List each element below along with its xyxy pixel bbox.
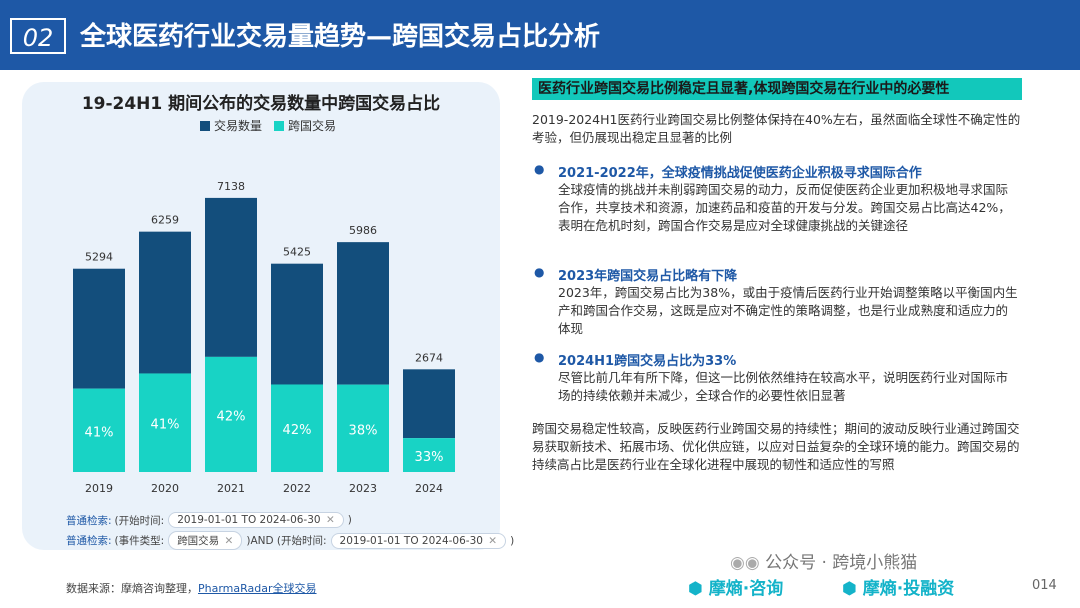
share-label-2024: 33% — [415, 450, 444, 465]
bullet-text: 全球疫情的挑战并未削弱跨国交易的动力，反而促使医药企业更加积极地寻求国际合作，共… — [558, 182, 1011, 233]
source-prefix: 数据来源：摩熵咨询整理， — [66, 582, 198, 595]
bar-chart: 5294 41% 2019 6259 41% 2020 7138 42% 2021 5425 42%… — [73, 180, 455, 495]
query-value-pill[interactable]: 2019-01-01 TO 2024-06-30 ✕ — [168, 512, 344, 528]
brand-logo-investment: ⬢ 摩熵·投融资 — [842, 574, 954, 599]
x-tick-label-2019: 2019 — [85, 482, 113, 495]
query-field: (事件类型: — [114, 535, 165, 547]
data-label-2019: 5294 — [85, 251, 113, 264]
legend-swatch-deals — [200, 120, 210, 131]
share-label-2023: 38% — [349, 423, 378, 438]
bullet-title: 2024H1跨国交易占比为33% — [558, 354, 737, 369]
page-title: 全球医药行业交易量趋势—跨国交易占比分析 — [80, 22, 601, 52]
share-label-2021: 42% — [217, 409, 246, 424]
bullet-text: 尽管比前几年有所下降，但这一比例依然维持在较高水平，说明医药行业对国际市场的持续… — [558, 370, 1009, 403]
bar-total-2023 — [337, 242, 389, 385]
bullet-text: 2023年，跨国交易占比为38%，或由于疫情后医药行业开始调整策略以平衡国内生产… — [558, 285, 1018, 336]
brand-mark-icon: ⬢ — [842, 579, 857, 599]
legend-label-deals: 交易数量 — [214, 119, 263, 133]
query-value-pill[interactable]: 2019-01-01 TO 2024-06-30 ✕ — [330, 532, 507, 549]
x-tick-label-2020: 2020 — [151, 482, 179, 495]
bar-total-2020 — [139, 231, 191, 374]
share-label-2022: 42% — [283, 423, 312, 438]
data-source: 数据来源：摩熵咨询整理，PharmaRadar全球交易 — [66, 580, 317, 596]
analysis-heading: 医药行业跨国交易比例稳定且显著,体现跨国交易在行业中的必要性 — [532, 78, 1022, 100]
brand-logo-consulting: ⬢ 摩熵·咨询 — [688, 574, 783, 599]
legend-label-cross-border: 跨国交易 — [288, 119, 337, 133]
bar-cross-border-2023 — [337, 384, 389, 472]
data-label-2024: 2674 — [415, 351, 443, 364]
chart-legend: 交易数量 跨国交易 — [200, 117, 336, 134]
query-label[interactable]: 普通检索: — [66, 514, 112, 527]
analysis-conclusion: 跨国交易稳定性较高，反映医药行业跨国交易的持续性；期间的波动反映行业通过跨国交易… — [532, 421, 1020, 472]
legend-swatch-cross-border — [274, 120, 285, 131]
brand-name: 摩熵·咨询 — [708, 579, 784, 599]
bar-cross-border-2022 — [271, 384, 323, 472]
legend-item-cross-border: 跨国交易 — [274, 117, 336, 134]
query-label[interactable]: 普通检索: — [66, 535, 112, 547]
source-link[interactable]: PharmaRadar全球交易 — [198, 582, 317, 595]
bullet-title: 2021-2022年，全球疫情挑战促使医药企业积极寻求国际合作 — [558, 166, 922, 181]
bar-cross-border-2024 — [403, 438, 455, 472]
bar-total-2024 — [403, 369, 455, 439]
share-label-2019: 41% — [85, 425, 114, 440]
query-field: (开始时间: — [114, 514, 165, 527]
wechat-account-name: 公众号 · 跨境小熊猫 — [765, 553, 918, 573]
data-label-2020: 6259 — [151, 214, 179, 227]
brand-mark-icon: ⬢ — [688, 579, 703, 599]
x-tick-label-2023: 2023 — [349, 482, 377, 495]
close-icon[interactable]: ✕ — [325, 514, 335, 526]
share-label-2020: 41% — [151, 418, 180, 433]
query-value: 2019-01-01 TO 2024-06-30 — [339, 534, 483, 547]
query-value: 2019-01-01 TO 2024-06-30 — [177, 514, 321, 526]
bullet-dot-icon: ● — [534, 350, 545, 364]
bar-cross-border-2021 — [205, 356, 257, 472]
bar-total-2022 — [271, 263, 323, 385]
wechat-account: ◉◉ 公众号 · 跨境小熊猫 — [730, 548, 917, 573]
query-value: 跨国交易 — [177, 535, 220, 547]
query-tail: ) — [347, 514, 352, 526]
bar-cross-border-2019 — [73, 388, 125, 472]
section-number: 02 — [10, 18, 66, 54]
x-tick-label-2024: 2024 — [415, 482, 443, 495]
data-label-2021: 7138 — [217, 180, 245, 193]
close-icon[interactable]: ✕ — [224, 535, 234, 547]
query-line-1: 普通检索: (开始时间: 2019-01-01 TO 2024-06-30 ✕ … — [66, 512, 352, 528]
bar-total-2021 — [205, 197, 257, 357]
brand-name: 摩熵·投融资 — [862, 579, 955, 599]
analysis-intro: 2019-2024H1医药行业跨国交易比例整体保持在40%左右，虽然面临全球性不… — [532, 112, 1021, 145]
x-tick-label-2021: 2021 — [217, 482, 245, 495]
page-number: 014 — [1032, 578, 1057, 593]
close-icon[interactable]: ✕ — [488, 534, 498, 547]
query-connector: )AND (开始时间: — [246, 535, 327, 547]
wechat-icon: ◉◉ — [730, 553, 760, 573]
query-line-2: 普通检索: (事件类型: 跨国交易 ✕ )AND (开始时间: 2019-01-… — [66, 531, 514, 550]
bullet-dot-icon: ● — [534, 265, 545, 279]
bar-cross-border-2020 — [139, 373, 191, 472]
x-tick-label-2022: 2022 — [283, 482, 311, 495]
data-label-2023: 5986 — [349, 224, 377, 237]
query-tail: ) — [510, 534, 515, 547]
query-value-pill[interactable]: 跨国交易 ✕ — [168, 531, 243, 550]
bullet-title: 2023年跨国交易占比略有下降 — [558, 269, 738, 284]
bar-total-2019 — [73, 268, 125, 389]
bullet-dot-icon: ● — [534, 162, 545, 176]
legend-item-deals: 交易数量 — [200, 117, 262, 134]
data-label-2022: 5425 — [283, 246, 311, 259]
header-bar: 02 全球医药行业交易量趋势—跨国交易占比分析 — [0, 0, 1080, 70]
chart-title: 19-24H1 期间公布的交易数量中跨国交易占比 — [81, 94, 441, 114]
